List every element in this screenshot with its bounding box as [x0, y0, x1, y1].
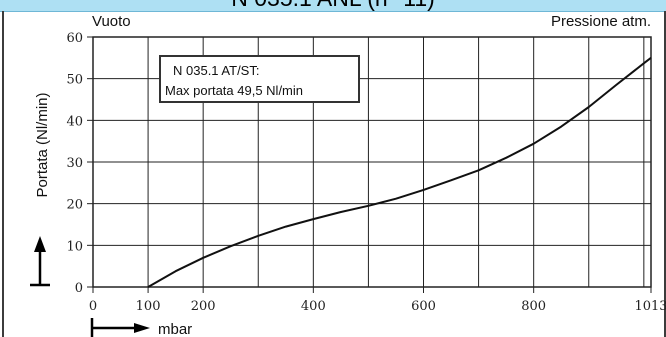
chart-title: N 035.1 ANL (n° 11): [0, 0, 666, 10]
y-tick-label-3: 30: [66, 156, 83, 171]
x-tick-label-4: 600: [411, 299, 436, 314]
x-tick-label-3: 400: [301, 299, 326, 314]
y-tick-label-2: 20: [66, 198, 83, 213]
y-direction-arrow-icon: [30, 236, 50, 287]
x-tick-label-1: 100: [136, 299, 161, 314]
y-tick-label-1: 10: [66, 239, 83, 254]
series-line-0: [147, 57, 652, 288]
annotation-line-2: Max portata 49,5 Nl/min: [165, 83, 303, 98]
annotation-box: N 035.1 AT/ST: Max portata 49,5 Nl/min: [159, 55, 360, 103]
y-tick-label-0: 0: [75, 281, 83, 296]
chart-frame: [2, 11, 666, 337]
annotation-line-1: N 035.1 AT/ST:: [173, 63, 259, 78]
y-tick-label-4: 40: [66, 114, 83, 129]
x-tick-label-5: 800: [521, 299, 546, 314]
left-label: Vuoto: [92, 13, 131, 30]
y-tick-label-5: 50: [66, 73, 83, 88]
x-tick-label-0: 0: [89, 299, 97, 314]
x-tick-label-2: 200: [191, 299, 216, 314]
x-tick-label-6: 1013: [634, 299, 666, 314]
right-label: Pressione atm.: [551, 13, 651, 30]
y-tick-label-6: 60: [66, 31, 83, 46]
x-axis-label: mbar: [158, 321, 192, 337]
title-bar: N 035.1 ANL (n° 11): [0, 0, 666, 12]
x-direction-arrow-icon: [90, 318, 150, 337]
y-axis-label: Portata (Nl/min): [34, 92, 51, 197]
